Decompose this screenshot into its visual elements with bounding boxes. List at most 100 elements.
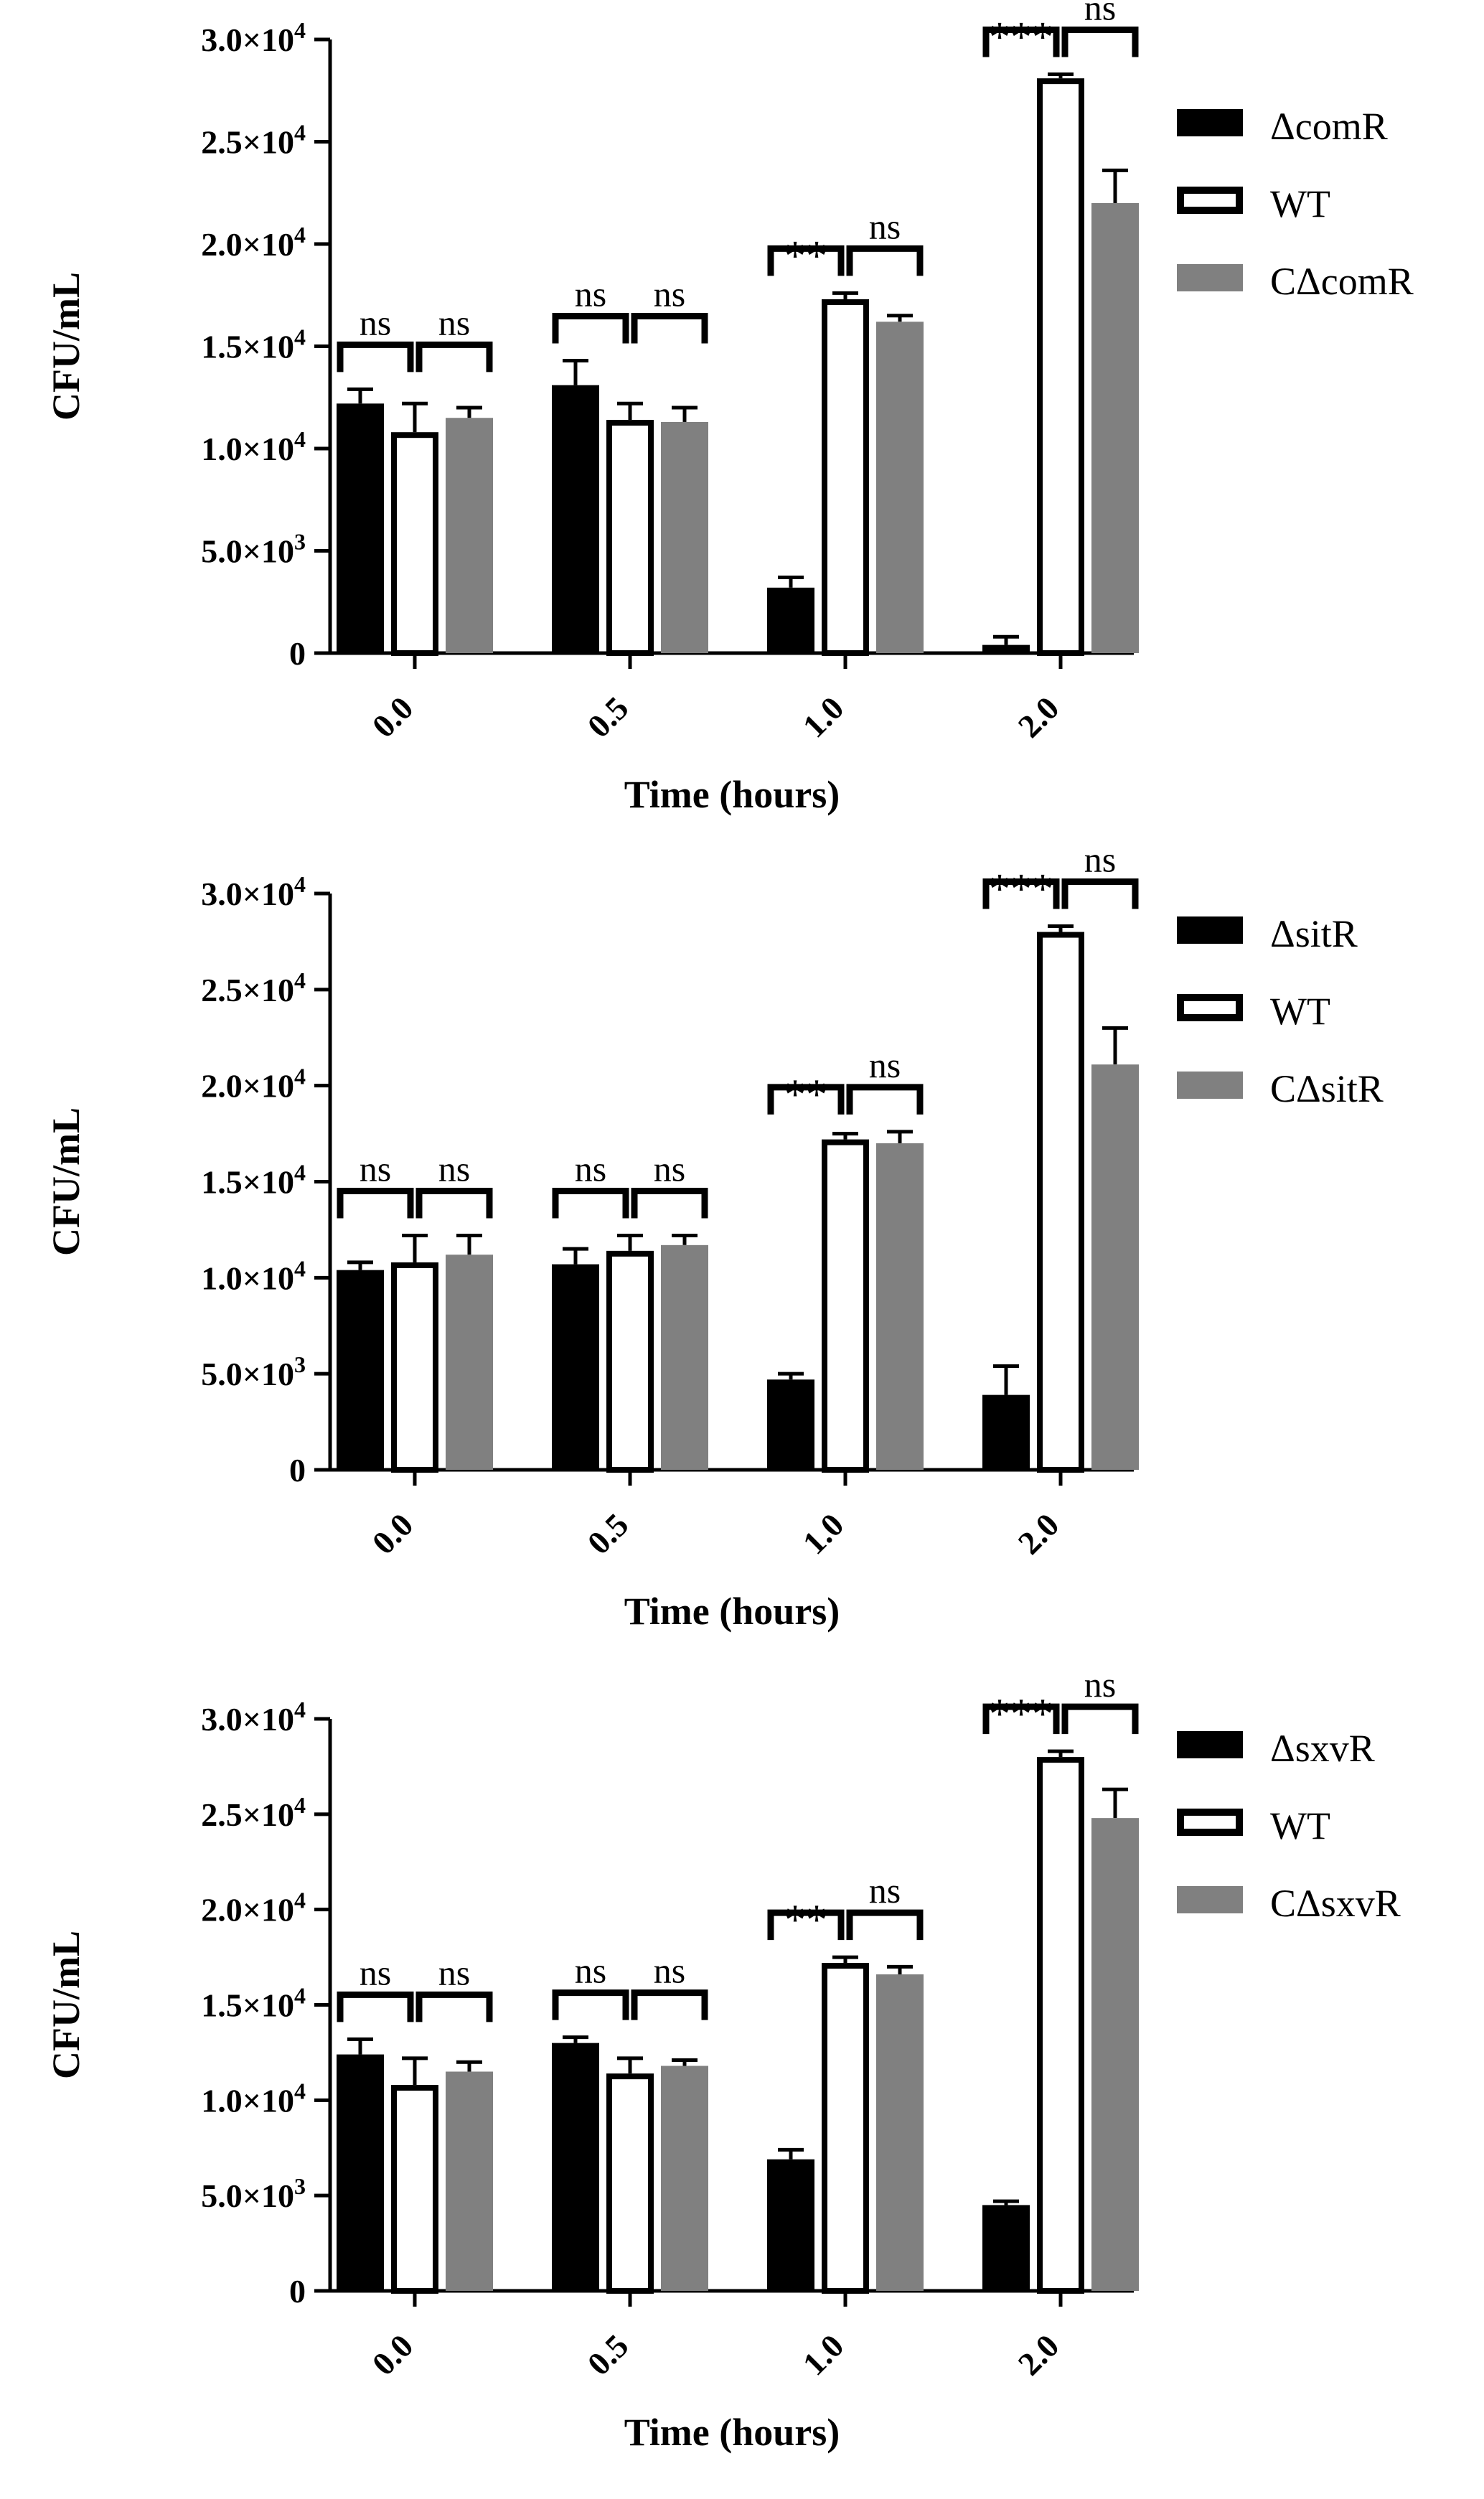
bar-wt	[391, 432, 438, 656]
bar-wt	[1037, 78, 1084, 656]
bar-wt	[822, 299, 869, 656]
significance-label: ***	[989, 13, 1053, 60]
y-tick-label: 3.0×104	[201, 871, 306, 912]
significance-bracket	[552, 1187, 629, 1219]
y-tick-label: 1.0×104	[201, 426, 306, 467]
bar-complement	[876, 322, 924, 653]
x-tick-label: 1.0	[796, 2327, 851, 2383]
y-tick-exponent: 4	[294, 871, 306, 897]
x-tick-label: 0.5	[581, 690, 636, 745]
significance-label: ns	[654, 1148, 685, 1188]
legend-label: CΔsxvR	[1270, 1882, 1401, 1925]
y-tick-label: 1.0×104	[201, 2078, 306, 2119]
significance-bracket	[631, 1187, 708, 1219]
legend-label: ΔsxvR	[1270, 1727, 1375, 1770]
y-tick-exponent: 4	[294, 2078, 306, 2104]
y-tick-exponent: 4	[294, 1792, 306, 1818]
y-axis-title: CFU/mL	[44, 272, 88, 421]
legend-swatch-complement	[1177, 1072, 1243, 1099]
y-tick-label: 2.5×104	[201, 120, 306, 161]
y-tick-exponent: 4	[294, 120, 306, 146]
chart-panel-1: 05.0×1031.0×1041.5×1042.0×1042.5×1043.0×…	[44, 0, 1414, 816]
significance-label: ns	[575, 1951, 606, 1991]
bar-mutant	[337, 1270, 384, 1470]
significance-bracket	[982, 26, 1060, 57]
bar-wt	[606, 1250, 654, 1473]
legend-swatch-wt	[1177, 994, 1243, 1021]
significance-label: ns	[1084, 840, 1116, 880]
legend-swatch-wt	[1177, 1809, 1243, 1836]
significance-label: ns	[654, 1951, 685, 1991]
y-tick-mantissa: 1.0×10	[201, 431, 294, 467]
chart-panel-2: 05.0×1031.0×1041.5×1042.0×1042.5×1043.0×…	[44, 840, 1384, 1633]
y-tick-label: 5.0×103	[201, 2173, 306, 2214]
significance-label: ns	[869, 1045, 901, 1085]
x-tick-label: 1.0	[796, 690, 851, 745]
legend-swatch-wt	[1177, 187, 1243, 214]
y-tick-label: 0	[289, 1452, 306, 1488]
legend-swatch-mutant	[1177, 1731, 1243, 1758]
y-tick-mantissa: 2.0×10	[201, 1892, 294, 1928]
y-tick-mantissa: 2.5×10	[201, 1796, 294, 1833]
bar-mutant	[337, 2054, 384, 2291]
significance-label: ns	[438, 1952, 470, 1992]
legend-label: ΔsitR	[1270, 912, 1358, 955]
y-tick-mantissa: 2.0×10	[201, 226, 294, 263]
legend-label: WT	[1270, 1804, 1330, 1847]
y-tick-mantissa: 1.0×10	[201, 2082, 294, 2119]
significance-label: ns	[1084, 0, 1116, 27]
y-tick-mantissa: 0	[289, 1452, 306, 1488]
y-tick-label: 0	[289, 2273, 306, 2310]
bar-mutant	[552, 2043, 599, 2291]
y-tick-label: 1.5×104	[201, 324, 306, 365]
significance-label: ns	[575, 273, 606, 314]
y-tick-label: 5.0×103	[201, 1351, 306, 1392]
significance-label: ***	[989, 866, 1053, 913]
significance-bracket	[767, 1084, 845, 1115]
bar-mutant	[552, 385, 599, 653]
significance-bracket	[1061, 26, 1139, 57]
significance-bracket	[552, 1989, 629, 2020]
significance-label: ***	[989, 1690, 1053, 1738]
y-tick-exponent: 4	[294, 1064, 306, 1089]
significance-label: ns	[438, 1148, 470, 1188]
y-tick-label: 1.0×104	[201, 1255, 306, 1296]
y-tick-label: 2.0×104	[201, 222, 306, 263]
significance-label: **	[784, 1896, 827, 1944]
y-tick-exponent: 4	[294, 1983, 306, 2009]
legend-label: WT	[1270, 990, 1330, 1033]
significance-label: ns	[575, 1148, 606, 1188]
bar-mutant	[337, 403, 384, 653]
y-tick-exponent: 4	[294, 1255, 306, 1281]
bar-complement	[661, 1244, 708, 1470]
y-axis-title: CFU/mL	[44, 1107, 88, 1256]
significance-bracket	[767, 1909, 845, 1941]
x-tick-label: 0.0	[365, 1506, 421, 1562]
bar-complement	[661, 2066, 708, 2291]
y-tick-mantissa: 3.0×10	[201, 1701, 294, 1738]
significance-label: ns	[869, 206, 901, 246]
significance-bracket	[337, 1187, 414, 1219]
y-tick-mantissa: 0	[289, 635, 306, 672]
significance-bracket	[415, 341, 493, 372]
y-tick-mantissa: 1.0×10	[201, 1260, 294, 1296]
significance-bracket	[982, 878, 1060, 909]
bar-mutant	[982, 644, 1030, 653]
legend-swatch-mutant	[1177, 916, 1243, 944]
x-tick-label: 2.0	[1011, 690, 1066, 745]
bar-wt	[391, 2085, 438, 2294]
legend-label: ΔcomR	[1270, 105, 1388, 148]
significance-bracket	[337, 341, 414, 372]
x-tick-label: 2.0	[1011, 2327, 1066, 2383]
x-axis-title: Time (hours)	[624, 773, 840, 816]
y-axis-title: CFU/mL	[44, 1931, 88, 2079]
y-tick-exponent: 4	[294, 1888, 306, 1913]
significance-bracket	[846, 1909, 924, 1941]
bar-mutant	[767, 2159, 814, 2291]
y-tick-mantissa: 0	[289, 2273, 306, 2310]
x-tick-label: 0.0	[365, 690, 421, 745]
y-tick-label: 2.5×104	[201, 967, 306, 1008]
x-axis-title: Time (hours)	[624, 1590, 840, 1633]
y-tick-exponent: 4	[294, 222, 306, 248]
y-tick-label: 1.5×104	[201, 1160, 306, 1201]
